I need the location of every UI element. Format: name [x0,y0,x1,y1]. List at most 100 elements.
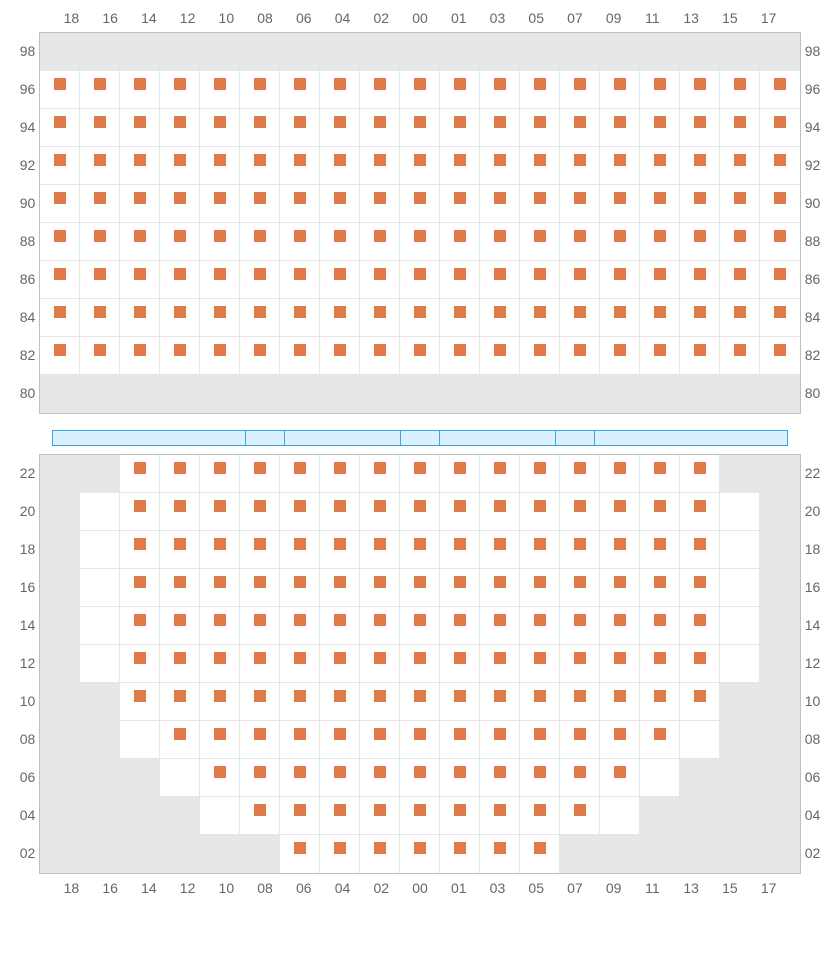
seat[interactable] [240,223,280,261]
seat[interactable] [40,185,80,223]
seat[interactable] [280,569,320,607]
empty-cell[interactable] [720,645,760,683]
seat[interactable] [280,109,320,147]
seat[interactable] [520,531,560,569]
seat[interactable] [480,797,520,835]
seat[interactable] [440,797,480,835]
seat[interactable] [280,645,320,683]
seat[interactable] [80,185,120,223]
seat[interactable] [600,185,640,223]
seat[interactable] [560,645,600,683]
seat[interactable] [600,109,640,147]
seat[interactable] [520,645,560,683]
empty-cell[interactable] [720,493,760,531]
seat[interactable] [400,759,440,797]
seat[interactable] [720,185,760,223]
seat[interactable] [400,109,440,147]
seat[interactable] [520,223,560,261]
seat[interactable] [240,261,280,299]
seat[interactable] [320,71,360,109]
seat[interactable] [240,607,280,645]
seat[interactable] [40,147,80,185]
seat[interactable] [120,683,160,721]
seat[interactable] [680,185,720,223]
seat[interactable] [240,645,280,683]
seat[interactable] [440,835,480,873]
seat[interactable] [120,109,160,147]
seat[interactable] [440,493,480,531]
seat[interactable] [320,531,360,569]
seat[interactable] [320,607,360,645]
seat[interactable] [240,147,280,185]
seat[interactable] [520,299,560,337]
seat[interactable] [120,455,160,493]
seat[interactable] [240,493,280,531]
seat[interactable] [640,531,680,569]
seat[interactable] [400,299,440,337]
seat[interactable] [680,147,720,185]
seat[interactable] [720,223,760,261]
seat[interactable] [280,759,320,797]
seat[interactable] [400,645,440,683]
seat[interactable] [400,223,440,261]
seat[interactable] [40,337,80,375]
seat[interactable] [560,493,600,531]
seat[interactable] [600,721,640,759]
seat[interactable] [600,607,640,645]
seat[interactable] [360,835,400,873]
seat[interactable] [520,759,560,797]
seat[interactable] [400,185,440,223]
seat[interactable] [360,109,400,147]
seat[interactable] [160,569,200,607]
seat[interactable] [680,493,720,531]
seat[interactable] [240,109,280,147]
seat[interactable] [480,759,520,797]
seat[interactable] [320,147,360,185]
seat[interactable] [80,147,120,185]
seat[interactable] [640,147,680,185]
seat[interactable] [440,607,480,645]
seat[interactable] [560,455,600,493]
seat[interactable] [40,223,80,261]
seat[interactable] [480,109,520,147]
seat[interactable] [280,683,320,721]
seat[interactable] [200,569,240,607]
seat[interactable] [320,683,360,721]
seat[interactable] [760,261,800,299]
seat[interactable] [520,721,560,759]
seat[interactable] [240,721,280,759]
seat[interactable] [640,721,680,759]
seat[interactable] [640,455,680,493]
seat[interactable] [680,645,720,683]
seat[interactable] [480,531,520,569]
seat[interactable] [520,147,560,185]
seat[interactable] [480,645,520,683]
seat[interactable] [440,71,480,109]
seat[interactable] [120,185,160,223]
empty-cell[interactable] [640,759,680,797]
seat[interactable] [360,721,400,759]
seat[interactable] [40,299,80,337]
seat[interactable] [520,71,560,109]
seat[interactable] [560,607,600,645]
seat[interactable] [360,147,400,185]
seat[interactable] [520,493,560,531]
seat[interactable] [120,607,160,645]
seat[interactable] [240,683,280,721]
seat[interactable] [440,759,480,797]
seat[interactable] [560,261,600,299]
seat[interactable] [440,147,480,185]
seat[interactable] [440,261,480,299]
seat[interactable] [400,721,440,759]
empty-cell[interactable] [80,607,120,645]
seat[interactable] [560,721,600,759]
seat[interactable] [360,337,400,375]
seat[interactable] [440,299,480,337]
seat[interactable] [280,531,320,569]
seat[interactable] [640,683,680,721]
seat[interactable] [600,71,640,109]
seat[interactable] [520,607,560,645]
seat[interactable] [80,299,120,337]
seat[interactable] [760,299,800,337]
seat[interactable] [160,109,200,147]
